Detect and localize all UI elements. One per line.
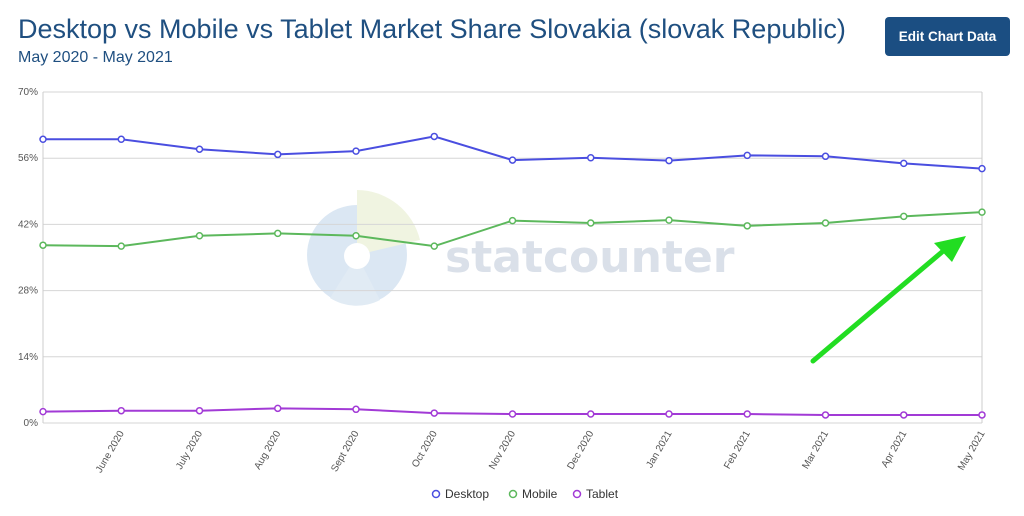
y-tick-label: 14%: [18, 352, 38, 363]
green-arrow-annotation: [810, 236, 966, 364]
legend-label: Mobile: [522, 487, 558, 501]
series-desktop: [39, 132, 986, 173]
y-tick-label: 0%: [24, 418, 39, 429]
legend-item-desktop[interactable]: Desktop: [431, 487, 490, 501]
data-point[interactable]: [587, 219, 595, 227]
data-point[interactable]: [39, 241, 47, 249]
x-tick-label: Apr 2021: [880, 429, 910, 470]
data-point[interactable]: [508, 410, 517, 418]
y-axis-labels: 0% 14% 28% 42% 56% 70%: [18, 87, 38, 429]
x-tick-label: Oct 2020: [410, 429, 440, 470]
data-point[interactable]: [821, 152, 830, 161]
data-point[interactable]: [508, 216, 517, 225]
edit-chart-data-button[interactable]: Edit Chart Data: [885, 17, 1010, 56]
data-point[interactable]: [900, 411, 908, 419]
x-tick-label: Mar 2021: [800, 429, 831, 471]
legend-item-mobile[interactable]: Mobile: [508, 487, 558, 501]
data-point[interactable]: [195, 231, 204, 240]
legend-marker: [431, 489, 441, 499]
arrow-head: [934, 236, 966, 262]
data-point[interactable]: [900, 212, 908, 221]
data-point[interactable]: [117, 242, 125, 250]
x-tick-label: Nov 2020: [487, 429, 518, 472]
data-point[interactable]: [430, 409, 438, 417]
x-tick-label: June 2020: [94, 429, 127, 475]
statcounter-logo-icon: [307, 190, 420, 306]
data-point[interactable]: [430, 132, 438, 141]
series-tablet: [39, 404, 986, 419]
data-point[interactable]: [665, 410, 673, 418]
data-point[interactable]: [274, 150, 282, 159]
data-point[interactable]: [978, 208, 986, 216]
data-point[interactable]: [352, 147, 360, 155]
data-point[interactable]: [743, 151, 751, 160]
data-point[interactable]: [508, 156, 517, 164]
x-axis-labels: June 2020 July 2020 Aug 2020 Sept 2020 Oct 2…: [94, 429, 988, 475]
data-point[interactable]: [665, 216, 673, 224]
statcounter-watermark: statcounter: [307, 190, 735, 306]
y-tick-label: 56%: [18, 153, 38, 164]
data-point[interactable]: [274, 404, 282, 413]
legend-label: Tablet: [586, 487, 619, 501]
legend-marker: [572, 489, 582, 499]
data-point[interactable]: [743, 222, 751, 230]
data-point[interactable]: [117, 135, 125, 144]
data-point[interactable]: [743, 410, 751, 418]
legend-marker: [508, 489, 518, 499]
x-tick-label: Feb 2021: [722, 429, 753, 471]
data-point[interactable]: [665, 156, 673, 165]
series-mobile: [39, 208, 986, 250]
x-tick-label: Aug 2020: [252, 429, 283, 472]
arrow-shaft: [810, 249, 945, 364]
x-tick-label: Dec 2020: [565, 429, 596, 472]
data-point[interactable]: [39, 407, 47, 416]
data-point[interactable]: [352, 405, 360, 414]
legend-item-tablet[interactable]: Tablet: [572, 487, 619, 501]
chart-subtitle: May 2020 - May 2021: [18, 49, 173, 66]
data-point[interactable]: [195, 406, 204, 415]
watermark-text: statcounter: [445, 232, 735, 283]
data-point[interactable]: [978, 411, 986, 419]
series-lines: [39, 132, 986, 419]
y-tick-label: 42%: [18, 219, 38, 230]
data-point[interactable]: [352, 231, 360, 240]
data-point[interactable]: [978, 164, 986, 173]
data-point[interactable]: [274, 229, 282, 238]
data-point[interactable]: [900, 159, 908, 168]
x-tick-label: Sept 2020: [329, 429, 362, 474]
data-point[interactable]: [430, 242, 438, 250]
legend-label: Desktop: [445, 487, 489, 501]
legend: Desktop Mobile Tablet: [431, 487, 619, 501]
x-tick-label: July 2020: [174, 429, 205, 472]
x-tick-label: May 2021: [956, 429, 988, 473]
y-tick-label: 28%: [18, 286, 38, 297]
x-tick-label: Jan 2021: [644, 429, 674, 471]
data-point[interactable]: [117, 406, 125, 415]
data-point[interactable]: [587, 153, 595, 162]
chart-title: Desktop vs Mobile vs Tablet Market Share…: [18, 14, 846, 44]
data-point[interactable]: [587, 410, 595, 418]
data-point[interactable]: [195, 145, 204, 153]
data-point[interactable]: [821, 219, 830, 227]
data-point[interactable]: [39, 135, 47, 144]
data-point[interactable]: [821, 411, 830, 419]
y-tick-label: 70%: [18, 87, 38, 98]
